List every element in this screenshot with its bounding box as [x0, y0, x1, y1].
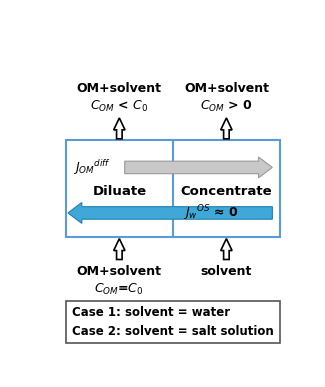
Text: $C_{OM}$=$C_0$: $C_{OM}$=$C_0$ [95, 282, 144, 297]
Polygon shape [221, 118, 232, 139]
Polygon shape [221, 239, 232, 260]
Bar [66, 301, 280, 343]
Bar [66, 140, 280, 237]
Text: OM+solvent: OM+solvent [184, 82, 269, 95]
Text: OM+solvent: OM+solvent [77, 82, 162, 95]
Text: Diluate: Diluate [92, 185, 146, 198]
Polygon shape [114, 118, 125, 139]
Text: Case 2: solvent = salt solution: Case 2: solvent = salt solution [72, 325, 274, 338]
Text: Concentrate: Concentrate [181, 185, 272, 198]
FancyArrow shape [125, 157, 272, 178]
Text: $C_{OM}$ < $C_0$: $C_{OM}$ < $C_0$ [90, 98, 149, 114]
Text: $J_{OM}$$^{diff}$: $J_{OM}$$^{diff}$ [73, 158, 111, 176]
Text: OM+solvent: OM+solvent [77, 265, 162, 278]
Text: Case 1: solvent = water: Case 1: solvent = water [72, 306, 230, 319]
FancyArrow shape [68, 202, 272, 223]
Polygon shape [114, 239, 125, 260]
Text: solvent: solvent [201, 265, 252, 278]
Text: $J_w$$^{OS}$ ≈ 0: $J_w$$^{OS}$ ≈ 0 [183, 203, 239, 223]
Text: $C_{OM}$ > 0: $C_{OM}$ > 0 [200, 98, 253, 114]
